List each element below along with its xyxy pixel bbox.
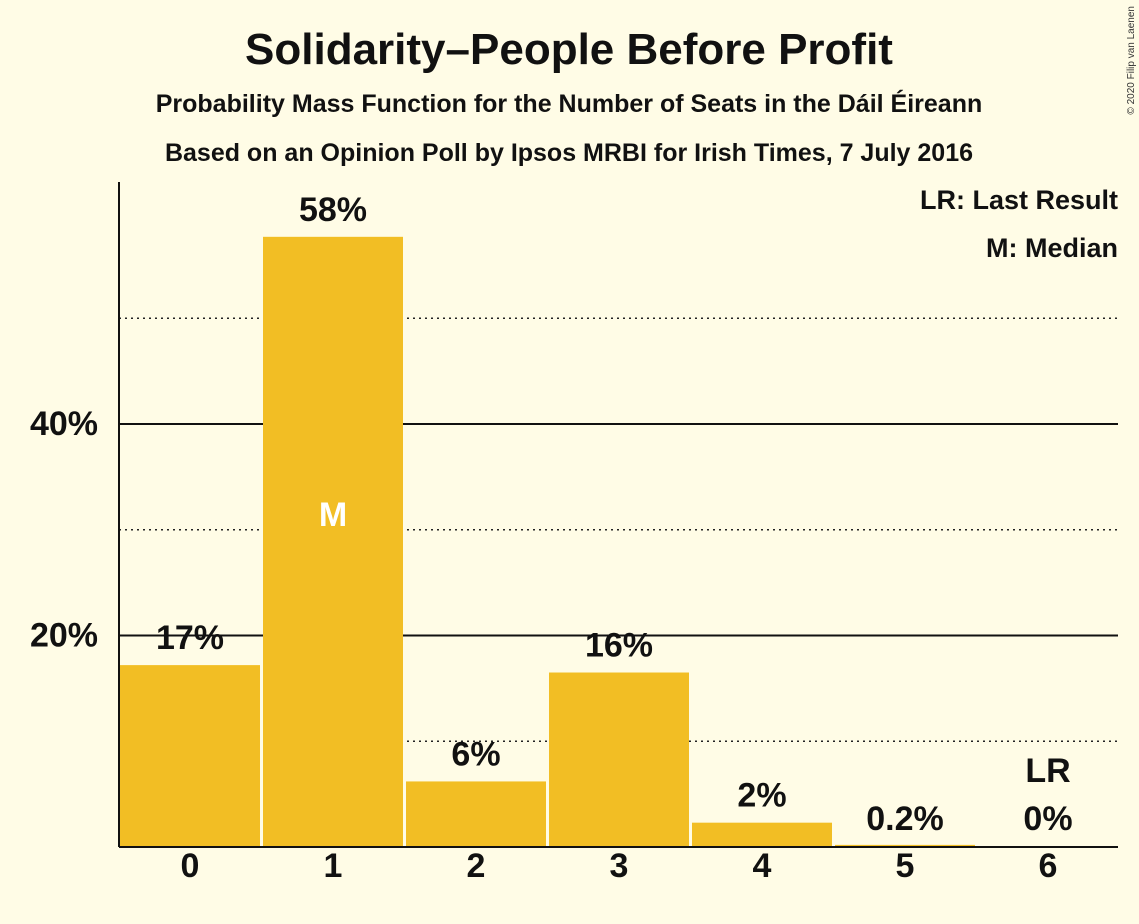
chart-source-subtitle: Based on an Opinion Poll by Ipsos MRBI f… xyxy=(165,139,973,167)
legend-item-last-result: LR: Last Result xyxy=(920,185,1118,215)
bar-seats-0 xyxy=(120,665,260,847)
x-tick-label: 2 xyxy=(467,847,486,885)
last-result-marker: LR xyxy=(1025,752,1070,790)
legend: LR: Last Result M: Median xyxy=(920,185,1118,263)
bar-seats-2 xyxy=(406,781,546,847)
x-tick-label: 6 xyxy=(1039,847,1058,885)
bar-value-label: 2% xyxy=(737,777,786,815)
bar-seats-5 xyxy=(835,844,975,847)
bar-seats-1 xyxy=(263,236,403,847)
bar-value-label: 6% xyxy=(451,735,500,773)
bar-value-label: 17% xyxy=(156,619,224,657)
bar-value-label: 16% xyxy=(585,627,653,665)
bars xyxy=(120,236,975,847)
bar-labels: 17% 58% M 6% 16% 2% 0.2% 0% LR xyxy=(156,191,1073,838)
y-tick-label: 20% xyxy=(30,617,98,655)
bar-seats-4 xyxy=(692,822,832,847)
y-tick-label: 40% xyxy=(30,405,98,443)
bar-value-label: 0% xyxy=(1023,800,1072,838)
copyright-note: © 2020 Filip van Laenen xyxy=(1126,6,1137,115)
x-tick-label: 0 xyxy=(181,847,200,885)
axes: 20% 40% 0 1 2 3 4 5 6 xyxy=(30,182,1118,885)
bar-value-label: 58% xyxy=(299,191,367,229)
x-tick-label: 3 xyxy=(610,847,629,885)
legend-item-median: M: Median xyxy=(986,233,1118,263)
median-marker: M xyxy=(319,496,347,534)
x-tick-label: 5 xyxy=(896,847,915,885)
bar-seats-3 xyxy=(549,672,689,847)
chart-subtitle: Probability Mass Function for the Number… xyxy=(156,89,983,118)
x-tick-label: 4 xyxy=(753,847,772,885)
chart-title: Solidarity–People Before Profit xyxy=(245,25,893,74)
bar-value-label: 0.2% xyxy=(866,800,944,838)
x-tick-label: 1 xyxy=(324,847,343,885)
